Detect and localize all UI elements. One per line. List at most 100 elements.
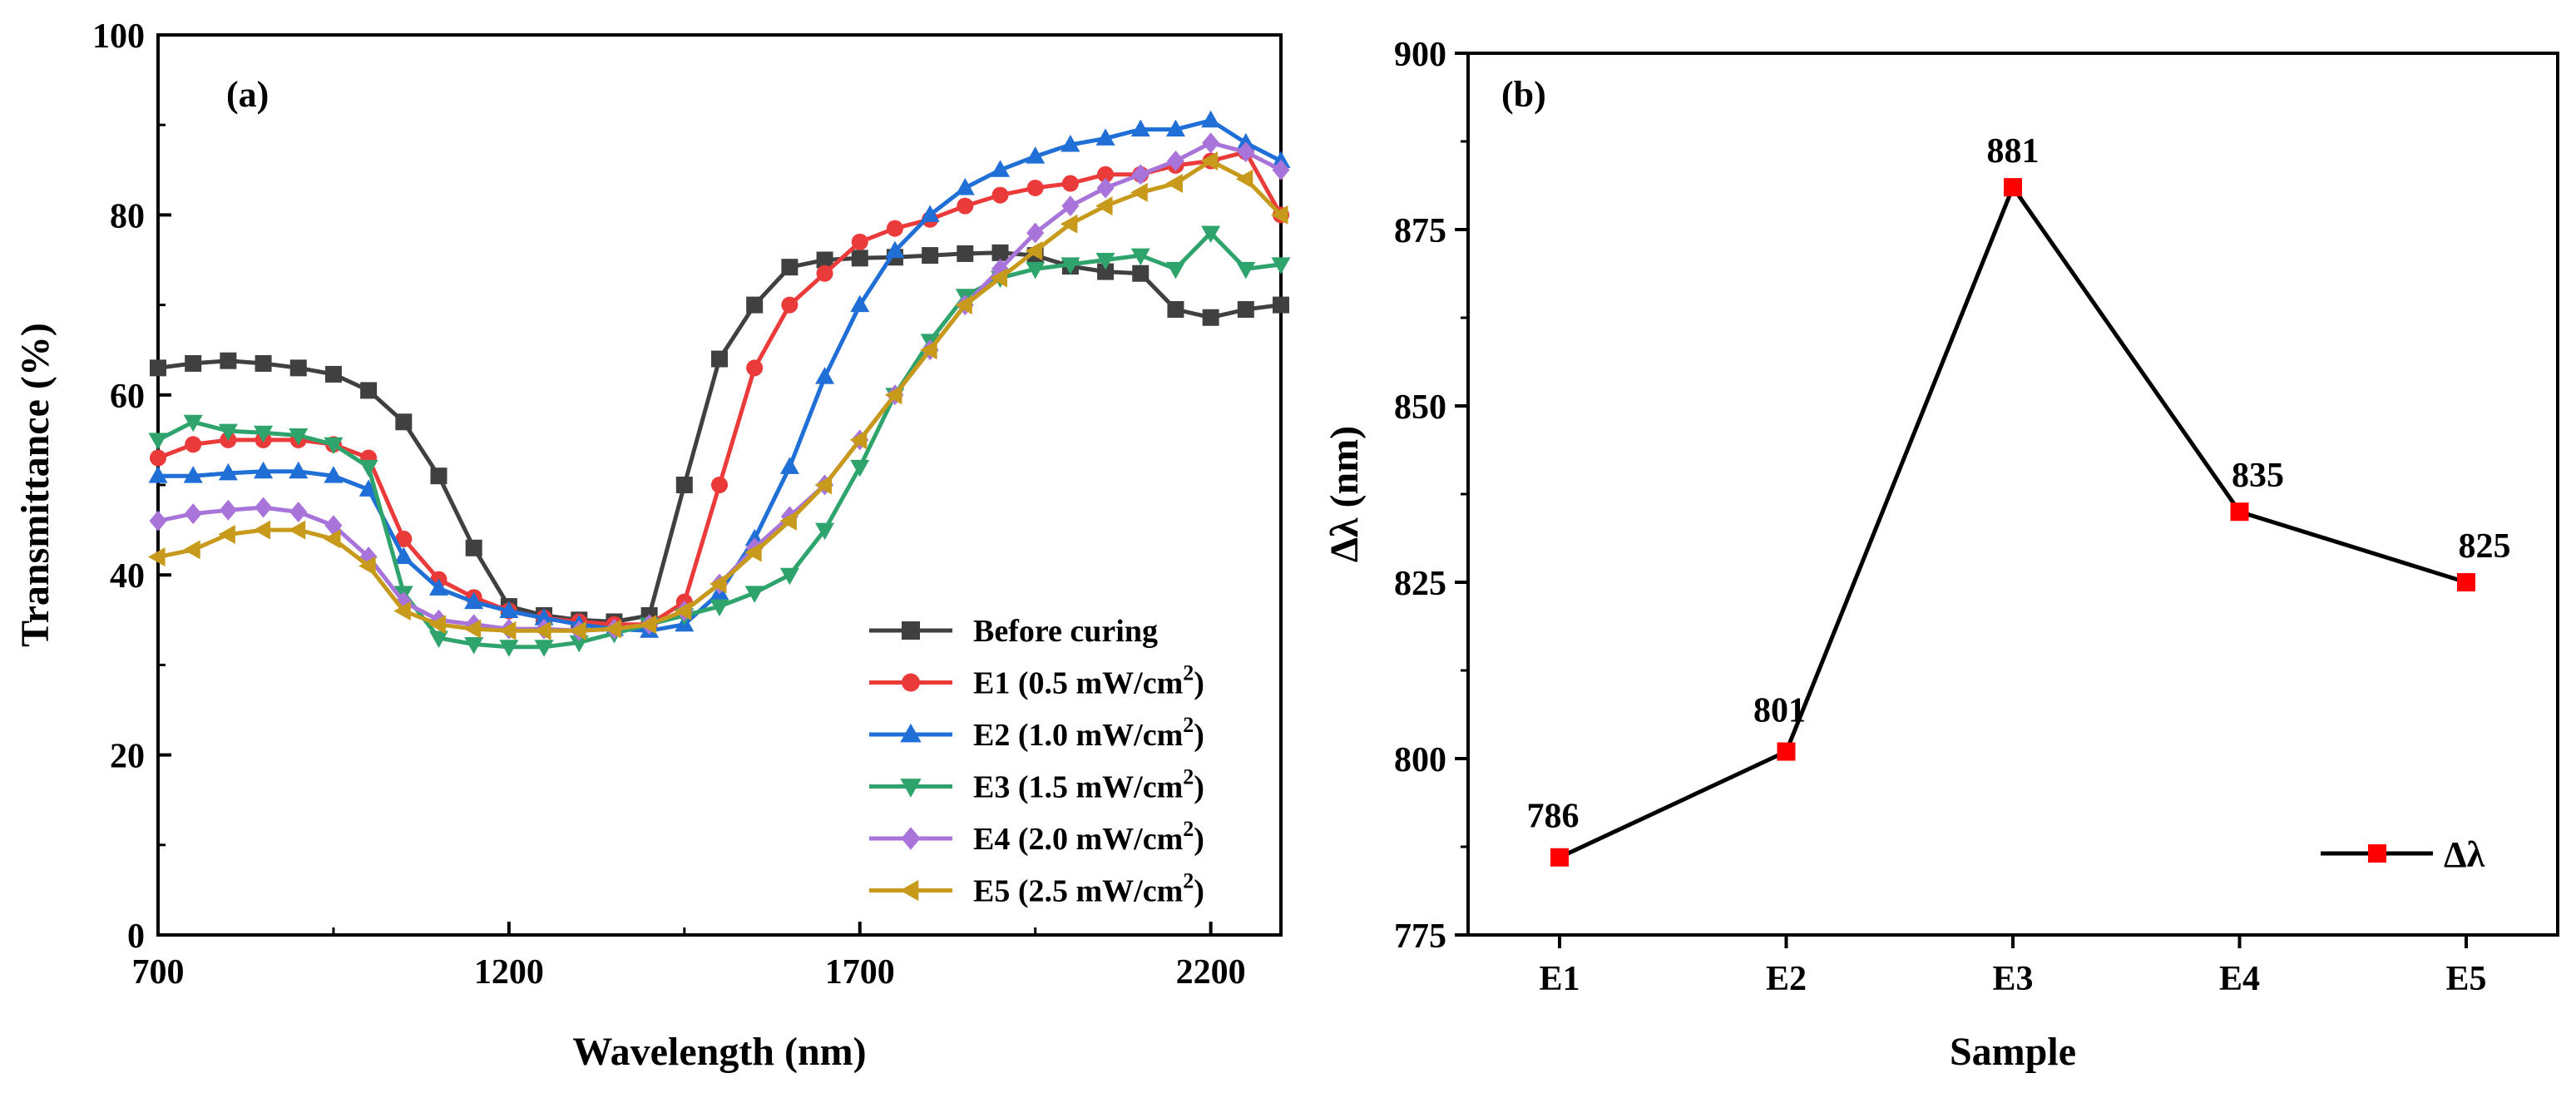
y-axis-title-a: Transmittance (%) xyxy=(13,323,57,647)
data-point xyxy=(1201,225,1221,244)
data-point xyxy=(255,497,273,518)
data-point xyxy=(569,635,589,653)
data-point xyxy=(884,385,902,405)
data-point xyxy=(254,461,274,479)
axis-ticks-b: E1 E2 E3 E4 E5 775 800 825 850 875 900 xyxy=(1394,36,2487,998)
data-point xyxy=(288,520,306,540)
data-point xyxy=(150,359,166,377)
x-tick-label-b: E3 xyxy=(1992,960,2033,998)
data-point xyxy=(815,522,835,541)
data-point xyxy=(183,540,200,560)
panel-b: E1 E2 E3 E4 E5 775 800 825 850 875 900 786 801 881 83… xyxy=(1323,36,2559,1074)
panel-label-b: (b) xyxy=(1501,74,1546,115)
series-5 xyxy=(148,151,1288,640)
data-point xyxy=(920,205,940,222)
data-point xyxy=(393,601,411,621)
legend-entry: E5 (2.5 mW/cm2) xyxy=(869,869,1204,909)
data-point xyxy=(428,615,446,635)
legend-label-main: Before curing xyxy=(973,614,1158,649)
data-point xyxy=(1272,159,1290,181)
data-label: 801 xyxy=(1753,692,1806,730)
data-point xyxy=(675,477,693,493)
data-point xyxy=(463,619,482,639)
legend-label: E4 (2.0 mW/cm2) xyxy=(973,817,1204,857)
series-group-a xyxy=(148,110,1291,657)
data-point xyxy=(779,457,799,474)
legend-marker xyxy=(900,779,922,798)
data-point xyxy=(358,556,376,576)
y-tick-label-b: 825 xyxy=(1394,565,1446,603)
data-point xyxy=(1130,182,1148,202)
series-line xyxy=(157,141,1283,633)
data-point xyxy=(604,619,621,639)
legend-marker xyxy=(902,673,920,692)
axis-ticks-a: 700 1200 1700 2200 0 20 40 60 80 100 xyxy=(92,17,1246,992)
data-point xyxy=(1201,110,1221,128)
x-tick-label-b: E5 xyxy=(2445,960,2486,998)
data-point xyxy=(885,240,905,259)
legend-label: E5 (2.5 mW/cm2) xyxy=(973,869,1204,909)
data-point xyxy=(148,466,168,483)
panel-a: 700 1200 1700 2200 0 20 40 60 80 100 (a) Waveleng… xyxy=(13,17,1291,1074)
data-point xyxy=(289,461,309,479)
data-point xyxy=(1061,175,1079,192)
data-point xyxy=(1271,151,1291,168)
data-point xyxy=(430,467,447,485)
data-point xyxy=(957,245,974,262)
data-point xyxy=(150,449,166,467)
data-point xyxy=(324,515,343,537)
data-point xyxy=(991,244,1009,261)
data-point xyxy=(1095,128,1115,146)
data-point xyxy=(534,621,551,640)
data-point xyxy=(1202,132,1220,154)
data-point xyxy=(184,503,202,525)
data-point xyxy=(254,425,274,443)
y-tick-label-b: 900 xyxy=(1394,36,1446,74)
data-point xyxy=(218,462,238,481)
data-point xyxy=(850,459,870,477)
legend-marker xyxy=(899,879,919,902)
data-point xyxy=(955,295,972,315)
data-point xyxy=(955,177,975,195)
y-tick-label-a: 100 xyxy=(92,17,145,56)
data-point xyxy=(710,574,727,594)
data-label: 835 xyxy=(2232,457,2284,495)
data-point xyxy=(499,601,519,618)
data-point xyxy=(1271,205,1288,225)
data-point xyxy=(815,367,835,384)
data-point xyxy=(744,586,764,603)
data-point xyxy=(360,382,378,399)
data-point xyxy=(429,631,448,648)
series-line xyxy=(157,150,1283,627)
data-point xyxy=(1165,261,1185,279)
data-point xyxy=(851,250,868,267)
series-4 xyxy=(149,132,1290,641)
data-point xyxy=(185,436,202,453)
legend-label-main: E3 (1.5 mW/cm xyxy=(973,770,1183,805)
data-label: 825 xyxy=(2459,527,2511,566)
legend-label-sup: 2 xyxy=(1183,869,1194,893)
data-point xyxy=(324,437,344,455)
data-point xyxy=(711,477,728,493)
y-tick-label-a: 80 xyxy=(110,197,145,235)
legend-label-end: ) xyxy=(1194,718,1204,753)
data-point xyxy=(324,365,342,383)
data-point xyxy=(1550,848,1569,867)
data-point xyxy=(779,567,799,586)
x-tick-label-a: 1700 xyxy=(825,953,895,992)
data-point xyxy=(289,359,307,377)
x-tick-label-a: 1200 xyxy=(474,953,544,992)
data-point xyxy=(1271,257,1291,274)
data-point xyxy=(358,479,378,497)
data-point xyxy=(1061,195,1080,217)
legend-label-sup: 2 xyxy=(1183,661,1194,685)
legend-label: E1 (0.5 mW/cm2) xyxy=(973,661,1204,701)
data-point xyxy=(886,220,903,237)
data-point xyxy=(990,268,1007,288)
legend-label-sup: 2 xyxy=(1183,765,1194,789)
series-line xyxy=(157,250,1282,624)
data-label: 881 xyxy=(1987,132,2040,171)
data-point xyxy=(1130,119,1150,137)
